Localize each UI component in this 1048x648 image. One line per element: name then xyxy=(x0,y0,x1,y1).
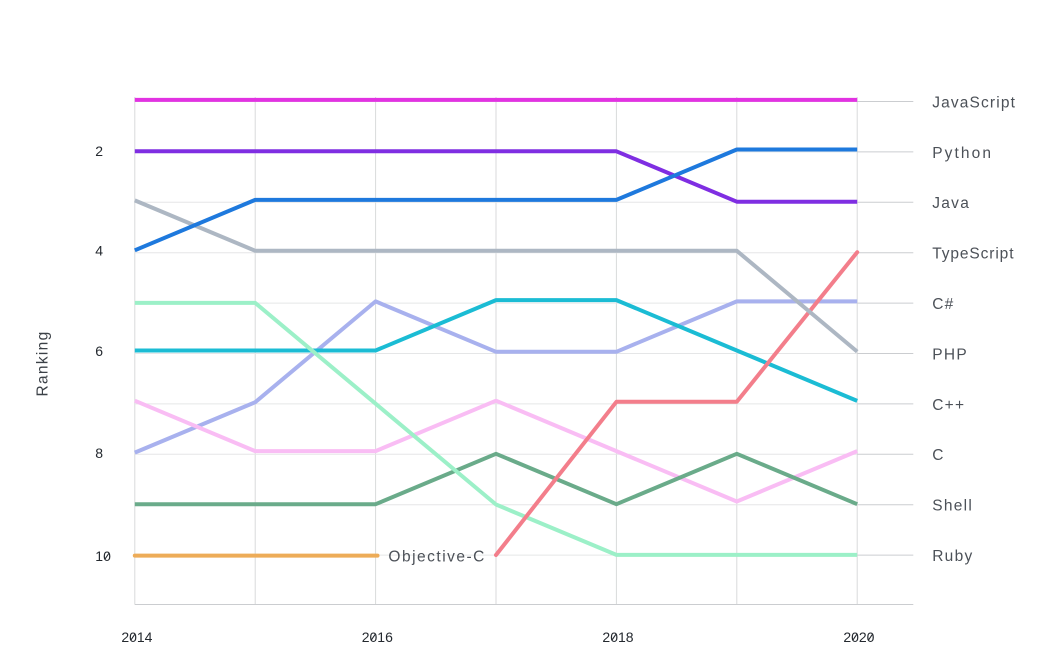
svg-text:4: 4 xyxy=(95,242,103,258)
svg-text:TypeScript: TypeScript xyxy=(932,246,1014,263)
svg-text:Objective-C: Objective-C xyxy=(388,549,485,566)
svg-text:Python: Python xyxy=(932,145,993,162)
svg-text:JavaScript: JavaScript xyxy=(932,94,1016,111)
svg-text:2020: 2020 xyxy=(843,629,874,645)
svg-text:6: 6 xyxy=(95,343,103,359)
svg-text:8: 8 xyxy=(95,445,103,461)
svg-text:2018: 2018 xyxy=(602,629,633,645)
svg-text:2014: 2014 xyxy=(121,629,152,645)
svg-text:C: C xyxy=(932,447,945,464)
svg-text:C++: C++ xyxy=(932,397,965,414)
svg-text:2016: 2016 xyxy=(362,629,393,645)
svg-text:10: 10 xyxy=(95,548,111,564)
svg-text:C#: C# xyxy=(932,296,954,313)
svg-text:Ranking: Ranking xyxy=(35,331,52,397)
svg-text:Ruby: Ruby xyxy=(932,548,973,565)
svg-text:Java: Java xyxy=(932,195,970,212)
svg-text:2: 2 xyxy=(95,143,103,159)
svg-text:PHP: PHP xyxy=(932,346,968,363)
svg-text:Shell: Shell xyxy=(932,498,973,515)
